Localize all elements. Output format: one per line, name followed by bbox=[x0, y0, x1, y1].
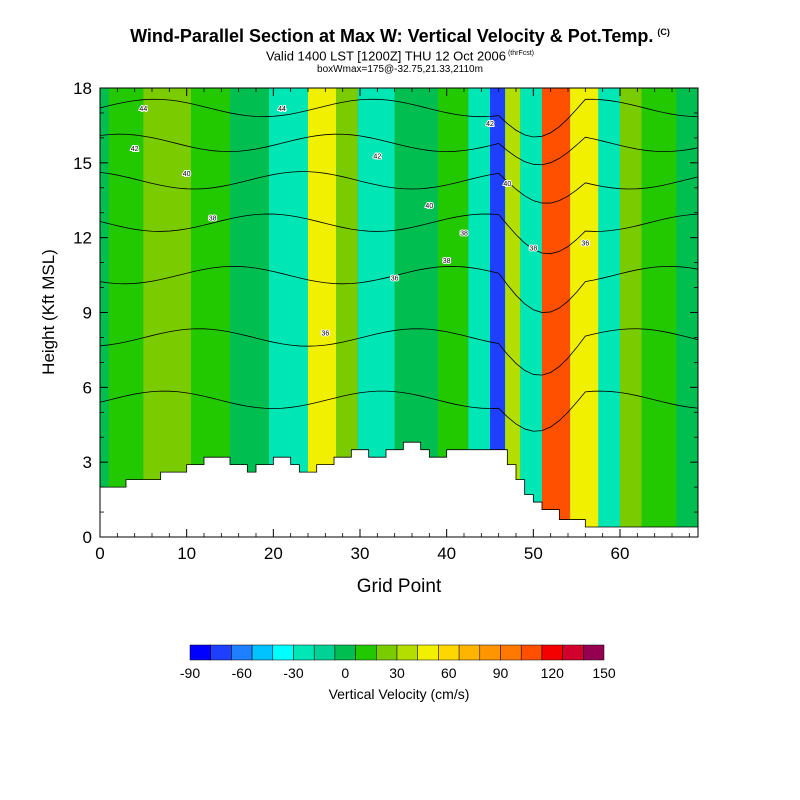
terrain-mask bbox=[99, 441, 699, 538]
colorbar: -90 -60 -30 0 30 60 90 120 150 bbox=[180, 644, 616, 681]
theta-contours: 44 44 42 42 42 40 40 40 38 38 38 38 36 36 36 bbox=[100, 98, 698, 432]
colorbar-tick-label: 60 bbox=[441, 665, 457, 681]
theta-contour-label: 44 bbox=[139, 106, 147, 113]
theta-contour-label: 36 bbox=[391, 276, 399, 283]
colorbar-swatch bbox=[210, 644, 232, 661]
field-column bbox=[505, 88, 521, 537]
colorbar-label: Vertical Velocity (cm/s) bbox=[329, 686, 470, 702]
field-column bbox=[468, 88, 490, 537]
y-tick-label: 15 bbox=[73, 154, 92, 173]
x-axis-label: Grid Point bbox=[357, 576, 442, 597]
theta-contour-label: 38 bbox=[529, 246, 537, 253]
field-column bbox=[308, 88, 337, 537]
theta-contour-label: 40 bbox=[425, 203, 433, 210]
x-axis: 0 10 20 30 40 50 60 bbox=[95, 88, 690, 563]
colorbar-swatch bbox=[520, 644, 543, 661]
colorbar-swatch bbox=[562, 644, 584, 661]
colorbar-tick-label: -30 bbox=[283, 665, 303, 681]
field-column bbox=[570, 88, 599, 537]
y-tick-label: 0 bbox=[83, 528, 92, 547]
y-tick-label: 18 bbox=[73, 79, 92, 98]
colorbar-swatch bbox=[189, 644, 211, 661]
chart-subtitle: Valid 1400 LST [1200Z] THU 12 Oct 2006 (t… bbox=[0, 46, 800, 63]
theta-contour-label: 42 bbox=[486, 121, 494, 128]
chart-subtitle-tag: (thrFcst) bbox=[507, 50, 534, 57]
x-tick-label: 60 bbox=[611, 544, 630, 563]
colorbar-swatch bbox=[479, 644, 501, 661]
chart-info: boxWmax=175@-32.75,21.33,2110m bbox=[317, 64, 483, 76]
field-column bbox=[143, 88, 191, 537]
chart-title-tag: (C) bbox=[657, 27, 670, 37]
colorbar-swatch bbox=[313, 644, 336, 661]
theta-contour-line bbox=[100, 265, 698, 313]
chart-subtitle-text: Valid 1400 LST [1200Z] THU 12 Oct 2006 bbox=[266, 48, 506, 64]
field-column bbox=[641, 88, 677, 537]
colorbar-tick-label: -90 bbox=[180, 665, 200, 681]
x-tick-label: 10 bbox=[177, 544, 196, 563]
theta-contour-label: 38 bbox=[209, 216, 217, 223]
theta-contour-label: 40 bbox=[183, 171, 191, 178]
theta-contour-line bbox=[100, 98, 698, 138]
theta-contour-label: 40 bbox=[503, 181, 511, 188]
colorbar-swatch bbox=[500, 644, 522, 661]
field-column bbox=[230, 88, 269, 537]
colorbar-swatch bbox=[376, 644, 398, 661]
colorbar-tick-label: 90 bbox=[493, 665, 509, 681]
x-tick-label: 30 bbox=[351, 544, 370, 563]
theta-contour-label: 38 bbox=[460, 231, 468, 238]
field-column bbox=[598, 88, 620, 537]
colorbar-swatch bbox=[396, 644, 418, 661]
colorbar-tick-label: -60 bbox=[232, 665, 252, 681]
theta-contour-line bbox=[100, 133, 698, 166]
colorbar-swatch bbox=[293, 644, 315, 661]
theta-contour-label: 36 bbox=[321, 330, 329, 337]
x-tick-label: 50 bbox=[524, 544, 543, 563]
theta-contour-label: 42 bbox=[131, 146, 139, 153]
field-column bbox=[620, 88, 642, 537]
colorbar-tick-label: 120 bbox=[541, 665, 565, 681]
theta-contour-label: 44 bbox=[278, 106, 286, 113]
colorbar-swatch bbox=[231, 644, 253, 661]
field-column bbox=[490, 88, 506, 537]
colorbar-swatch bbox=[458, 644, 481, 661]
theta-contour-line bbox=[100, 390, 698, 432]
field-column bbox=[520, 88, 542, 537]
chart-title-block: Wind-Parallel Section at Max W: Vertical… bbox=[0, 22, 800, 76]
theta-contour-label: 42 bbox=[373, 153, 381, 160]
field-column bbox=[336, 88, 358, 537]
x-tick-label: 20 bbox=[264, 544, 283, 563]
chart-title-text: Wind-Parallel Section at Max W: Vertical… bbox=[130, 26, 654, 46]
colorbar-swatch bbox=[334, 644, 356, 661]
theta-contour-line bbox=[100, 213, 698, 255]
colorbar-swatch bbox=[541, 644, 563, 661]
theta-contour-line bbox=[100, 328, 698, 376]
colorbar-swatch bbox=[355, 644, 377, 661]
colorbar-swatch bbox=[438, 644, 460, 661]
colorbar-swatch bbox=[251, 644, 274, 661]
field-column bbox=[108, 88, 144, 537]
y-axis-label: Height (Kft MSL) bbox=[39, 249, 58, 375]
theta-contour-label: 38 bbox=[443, 258, 451, 265]
colorbar-swatch bbox=[417, 644, 439, 661]
y-tick-label: 12 bbox=[73, 229, 92, 248]
colorbar-swatch bbox=[583, 644, 605, 661]
colorbar-tick-label: 150 bbox=[592, 665, 616, 681]
y-tick-label: 6 bbox=[83, 378, 92, 397]
y-tick-label: 9 bbox=[83, 304, 92, 323]
colorbar-tick-label: 30 bbox=[389, 665, 405, 681]
theta-contour-line bbox=[100, 171, 698, 204]
x-tick-label: 40 bbox=[437, 544, 456, 563]
x-tick-label: 0 bbox=[95, 544, 104, 563]
colorbar-tick-label: 0 bbox=[341, 665, 349, 681]
y-tick-label: 3 bbox=[83, 453, 92, 472]
colorbar-swatch bbox=[272, 644, 294, 661]
theta-contour-label: 36 bbox=[581, 241, 589, 248]
chart-title: Wind-Parallel Section at Max W: Vertical… bbox=[0, 22, 800, 46]
